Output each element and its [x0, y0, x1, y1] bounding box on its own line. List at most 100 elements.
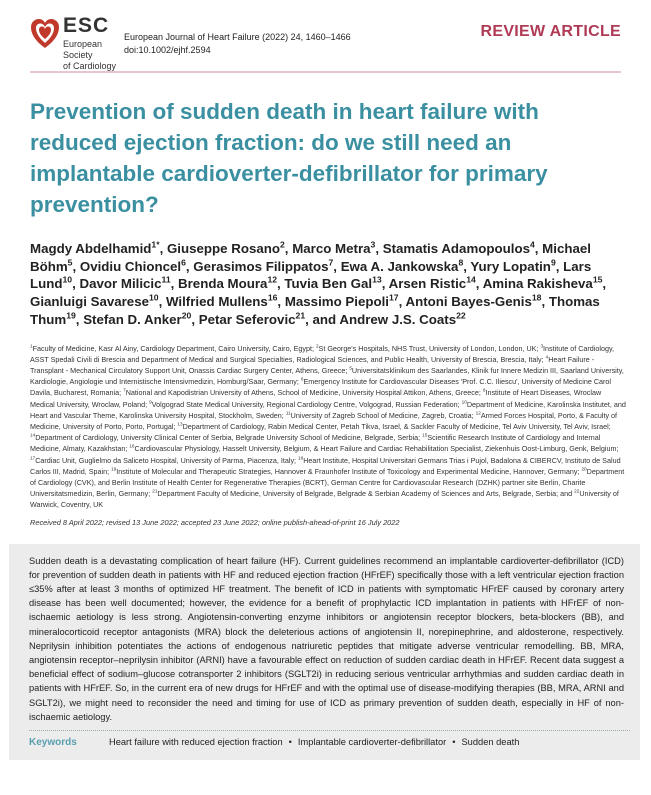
affiliation-text: University of Zagreb School of Medicine,… — [290, 410, 476, 420]
doi[interactable]: doi:10.1002/ejhf.2594 — [124, 45, 211, 55]
author[interactable]: Marco Metra3 — [292, 239, 376, 256]
author[interactable]: Thomas Thum19 — [30, 294, 600, 327]
logo-text: ESC — [63, 14, 110, 37]
affiliation-text: University of Warwick, Coventry, UK — [30, 489, 619, 510]
author[interactable]: Massimo Piepoli17 — [284, 293, 399, 310]
affiliation-text: Heart Institute, Hospital Universitari G… — [30, 455, 621, 476]
author[interactable]: Magdy Abdelhamid1* — [30, 240, 160, 256]
affiliation-number: 8 — [482, 387, 486, 393]
affiliation: 4Heart Failure - Transplant - Mechanical… — [30, 354, 595, 375]
author[interactable]: Antoni Bayes-Genis18 — [405, 292, 542, 310]
affiliation: 18Heart Institute, Hospital Universitari… — [30, 455, 621, 476]
society-name: European Society of Cardiology — [63, 39, 120, 72]
author-affiliation-number: 8 — [458, 257, 464, 268]
author-affiliation-number: 11 — [161, 274, 171, 285]
author-name: Michael Böhm — [30, 241, 591, 274]
author[interactable]: Yury Lopatin9 — [470, 258, 555, 274]
author-name: Yury Lopatin — [470, 258, 551, 274]
publication-dates: Received 8 April 2022; revised 13 June 2… — [30, 517, 400, 527]
author-name: Ovidiu Chioncel — [79, 258, 182, 274]
author[interactable]: Stamatis Adamopoulos4 — [383, 239, 535, 256]
author-affiliation-number: 3 — [370, 239, 376, 250]
author-name: Amina Rakisheva — [482, 276, 593, 292]
affiliation-number: 2 — [315, 343, 319, 349]
author-affiliation-number: 15 — [592, 274, 603, 285]
author[interactable]: Tuvia Ben Gal13 — [284, 274, 382, 292]
affiliation-number: 1 — [30, 343, 33, 349]
author-affiliation-number: 20 — [181, 310, 192, 321]
affiliation-number: 9 — [149, 399, 152, 405]
affiliation: 11University of Zagreb School of Medicin… — [286, 411, 476, 420]
author-name: Stefan D. Anker — [83, 311, 182, 327]
affiliation: 13Department of Cardiology, Rabin Medica… — [177, 422, 610, 431]
affiliation: 10Department of Medicine, Karolinska Ins… — [30, 399, 626, 420]
affiliation-text: Faculty of Medicine, Kasr Al Ainy, Cardi… — [32, 343, 316, 353]
author[interactable]: Petar Seferovic21 — [199, 311, 305, 327]
author[interactable]: Gianluigi Savarese10 — [30, 292, 159, 310]
affiliation: 6Emergency Institute for Cardiovascular … — [30, 377, 611, 397]
affiliation-number: 5 — [349, 365, 352, 371]
author[interactable]: Ovidiu Chioncel6 — [79, 258, 186, 274]
affiliations: 1Faculty of Medicine, Kasr Al Ainy, Card… — [30, 343, 626, 511]
affiliation: 14Department of Cardiology, University C… — [30, 433, 422, 442]
affiliation-number: 17 — [30, 455, 36, 461]
author[interactable]: Arsen Ristic14 — [388, 276, 476, 292]
affiliation-text: Department of Cardiology, Rabin Medical … — [182, 421, 611, 431]
journal-citation: European Journal of Heart Failure (2022)… — [124, 32, 351, 42]
author-name: Tuvia Ben Gal — [284, 276, 373, 292]
author[interactable]: Amina Rakisheva15 — [482, 274, 603, 292]
author[interactable]: Davor Milicic11 — [79, 274, 171, 292]
keyword[interactable]: Sudden death — [461, 737, 520, 747]
affiliation-number: 12 — [475, 410, 481, 416]
author-name: Antoni Bayes-Genis — [405, 294, 532, 310]
affiliation-number: 7 — [123, 387, 126, 393]
affiliation-number: 14 — [30, 432, 36, 438]
author-name: Gianluigi Savarese — [30, 294, 149, 310]
affiliation-text: Department of Medicine, Karolinska Insti… — [30, 399, 626, 420]
author[interactable]: Giuseppe Rosano2 — [167, 240, 285, 256]
author-affiliation-number: 4 — [529, 239, 535, 250]
affiliation-text: Emergency Institute for Cardiovascular D… — [30, 377, 611, 398]
author-affiliation-number: 10 — [62, 274, 73, 285]
affiliation: 21Department Faculty of Medicine, Univer… — [152, 489, 574, 498]
author-affiliation-number: 13 — [372, 274, 382, 285]
author[interactable]: Lars Lund10 — [30, 259, 591, 292]
author-name: Marco Metra — [292, 241, 371, 256]
author[interactable]: and Andrew J.S. Coats22 — [313, 311, 466, 327]
affiliation: 20Department of Cardiology (CVK), and Be… — [30, 467, 624, 499]
affiliation: 15Scientific Research Institute of Cardi… — [30, 433, 600, 453]
header-divider — [30, 71, 621, 73]
keywords-list: Heart failure with reduced ejection frac… — [109, 737, 519, 747]
author[interactable]: Michael Böhm5 — [30, 241, 591, 274]
author[interactable]: Stefan D. Anker20 — [83, 310, 192, 327]
affiliation: 7National and Kapodistrian University of… — [123, 388, 483, 397]
keyword[interactable]: Heart failure with reduced ejection frac… — [109, 737, 283, 747]
author-name: Gerasimos Filippatos — [193, 258, 329, 274]
article-body: Prevention of sudden death in heart fail… — [9, 96, 640, 760]
author-affiliation-number: 10 — [149, 292, 159, 303]
author-affiliation-number: 19 — [66, 310, 76, 321]
author[interactable]: Ewa A. Jankowska8 — [341, 257, 464, 274]
affiliation-text: Institute of Molecular and Therapeutic S… — [116, 466, 582, 476]
affiliation-text: Heart Failure - Transplant - Mechanical … — [30, 354, 595, 375]
author-affiliation-number: 16 — [267, 292, 278, 303]
affiliation-text: Department of Cardiology, University Cli… — [35, 433, 423, 443]
affiliation-number: 15 — [422, 432, 428, 438]
author-name: Massimo Piepoli — [284, 294, 389, 310]
heart-logo-icon — [31, 19, 59, 48]
affiliation: 5Universitatsklinikum des Saarlandes, Kl… — [30, 366, 624, 386]
keyword[interactable]: Implantable cardioverter-defibrillator — [297, 737, 447, 747]
esc-logo: ESC European Society of Cardiology — [30, 14, 120, 71]
author-name: Arsen Ristic — [388, 276, 467, 292]
affiliation-text: Cardiac Unit, Guglielmo da Saliceto Hosp… — [35, 455, 299, 465]
author[interactable]: Brenda Moura12 — [178, 276, 277, 292]
author-affiliation-number: 7 — [328, 257, 334, 268]
author-affiliation-number: 18 — [531, 292, 542, 303]
affiliation-number: 22 — [574, 488, 580, 494]
author[interactable]: Wilfried Mullens16 — [166, 292, 278, 309]
abstract-box: Sudden death is a devastating complicati… — [9, 543, 640, 760]
affiliation: 1Faculty of Medicine, Kasr Al Ainy, Card… — [30, 343, 316, 353]
author[interactable]: Gerasimos Filippatos7 — [193, 257, 334, 274]
author-list: Magdy Abdelhamid1*, Giuseppe Rosano2, Ma… — [30, 239, 607, 327]
society-line-2: of Cardiology — [63, 61, 117, 71]
